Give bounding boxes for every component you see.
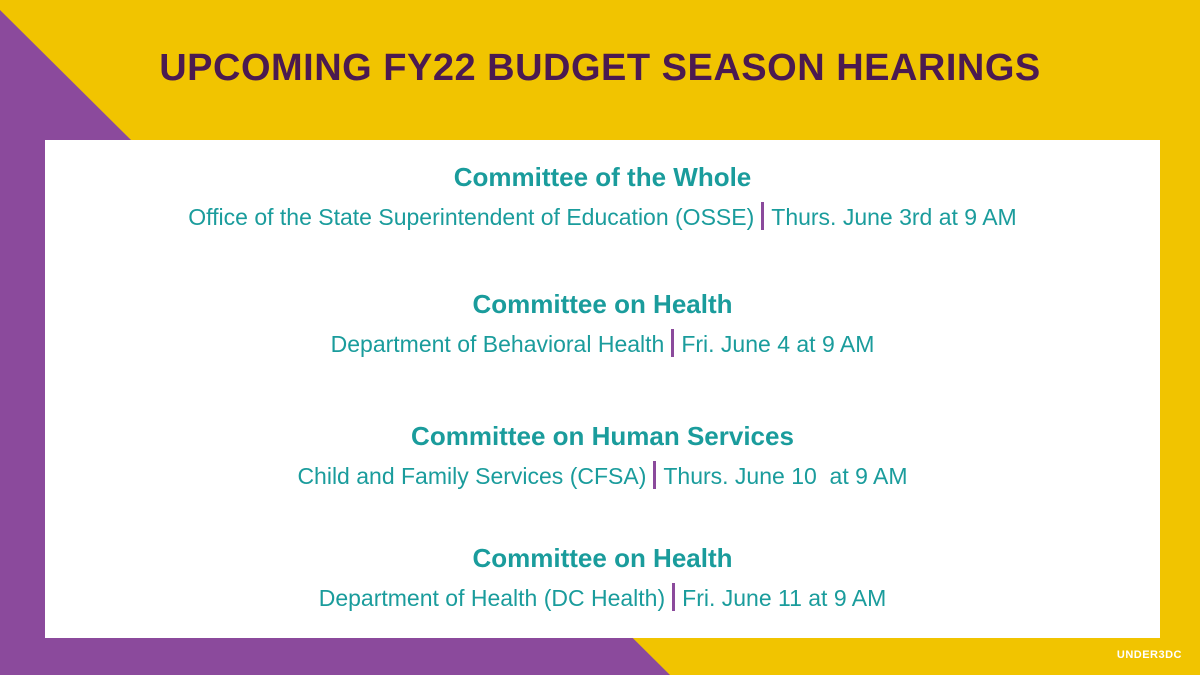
title: UPCOMING FY22 BUDGET SEASON HEARINGS (159, 47, 1041, 89)
hearing-date: Thurs. June 3rd at 9 AM (771, 204, 1017, 230)
committee-name: Committee on Health (472, 543, 733, 573)
hearing: Committee on Human Services Child and Fam… (45, 419, 1160, 493)
hearing-detail: Office of the State Superintendent of Ed… (45, 200, 1160, 234)
hearing: Committee of the Whole Office of the Stat… (45, 160, 1160, 234)
hearings-card: Committee of the Whole Office of the Stat… (45, 140, 1160, 638)
committee-name: Committee of the Whole (453, 162, 752, 192)
agency: Office of the State Superintendent of Ed… (188, 204, 755, 230)
agency: Child and Family Services (CFSA) (297, 463, 647, 489)
separator (653, 461, 657, 489)
hearing-detail: Department of Behavioral Health Fri. June… (45, 327, 1160, 361)
agency: Department of Behavioral Health (330, 331, 665, 357)
agency: Department of Health (DC Health) (318, 585, 666, 611)
hearing: Committee on Health Department of Behavio… (45, 287, 1160, 361)
hearing-date: Fri. June 11 at 9 AM (682, 585, 887, 611)
hearing-detail: Child and Family Services (CFSA) Thurs. J… (45, 459, 1160, 493)
hearing-date: Thurs. June 10 at 9 AM (663, 463, 908, 489)
separator (761, 202, 765, 230)
separator (672, 583, 676, 611)
committee-name: Committee on Health (472, 289, 733, 319)
hearing: Committee on Health Department of Health … (45, 541, 1160, 615)
hearing-date: Fri. June 4 at 9 AM (681, 331, 875, 357)
committee-name: Committee on Human Services (411, 421, 794, 451)
separator (671, 329, 675, 357)
logo: UNDER3DC (1116, 649, 1182, 661)
hearing-detail: Department of Health (DC Health) Fri. Jun… (45, 581, 1160, 615)
